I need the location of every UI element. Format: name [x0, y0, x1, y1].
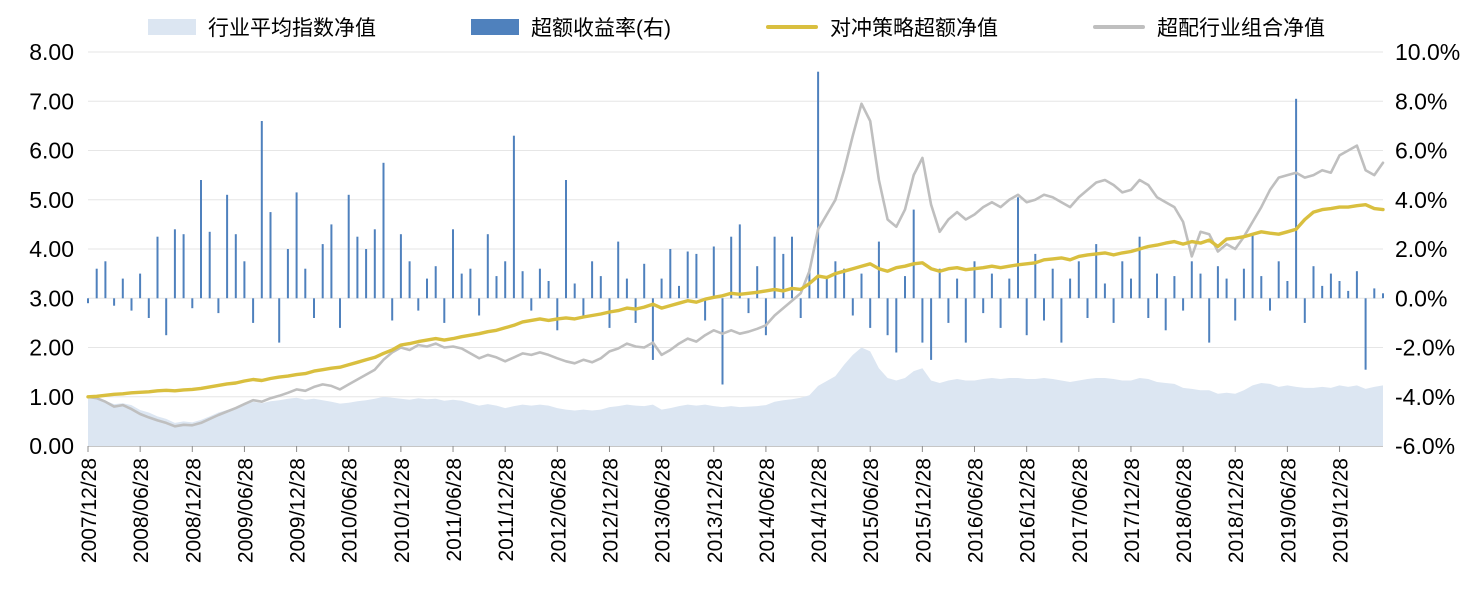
svg-text:2015/06/28: 2015/06/28 — [860, 458, 883, 563]
legend-item-industry-avg-index: 行业平均指数净值 — [148, 12, 376, 42]
svg-text:2013/06/28: 2013/06/28 — [652, 458, 675, 563]
chart-legend: 行业平均指数净值 超额收益率(右) 对冲策略超额净值 超配行业组合净值 — [0, 12, 1473, 42]
svg-text:6.00: 6.00 — [29, 138, 74, 164]
svg-text:-2.0%: -2.0% — [1395, 335, 1455, 361]
svg-text:2015/12/28: 2015/12/28 — [912, 458, 935, 563]
svg-text:0.0%: 0.0% — [1395, 285, 1447, 311]
gray-line-series-swatch — [1093, 25, 1145, 29]
svg-text:-4.0%: -4.0% — [1395, 384, 1455, 410]
legend-label-excess-return: 超额收益率(右) — [531, 17, 671, 40]
svg-text:2018/06/28: 2018/06/28 — [1173, 458, 1196, 563]
legend-item-excess-return: 超额收益率(右) — [471, 12, 671, 42]
svg-text:3.00: 3.00 — [29, 285, 74, 311]
svg-text:8.00: 8.00 — [29, 39, 74, 65]
legend-item-overweight-portfolio: 超配行业组合净值 — [1093, 12, 1325, 42]
svg-text:2008/06/28: 2008/06/28 — [130, 458, 153, 563]
bar-series-swatch — [471, 19, 519, 35]
svg-text:2.0%: 2.0% — [1395, 236, 1447, 262]
svg-text:6.0%: 6.0% — [1395, 138, 1447, 164]
svg-text:8.0%: 8.0% — [1395, 88, 1447, 114]
svg-text:10.0%: 10.0% — [1395, 39, 1460, 65]
legend-item-hedge-strategy: 对冲策略超额净值 — [766, 12, 998, 42]
svg-text:2016/12/28: 2016/12/28 — [1017, 458, 1040, 563]
svg-text:4.00: 4.00 — [29, 236, 74, 262]
svg-text:2009/06/28: 2009/06/28 — [234, 458, 257, 563]
area-series-swatch — [148, 19, 196, 35]
svg-text:2007/12/28: 2007/12/28 — [78, 458, 101, 563]
svg-text:2010/06/28: 2010/06/28 — [339, 458, 362, 563]
svg-text:0.00: 0.00 — [29, 433, 74, 459]
svg-text:2014/06/28: 2014/06/28 — [756, 458, 779, 563]
svg-text:2016/06/28: 2016/06/28 — [965, 458, 988, 563]
svg-text:1.00: 1.00 — [29, 384, 74, 410]
svg-text:2012/06/28: 2012/06/28 — [547, 458, 570, 563]
svg-text:2017/12/28: 2017/12/28 — [1121, 458, 1144, 563]
legend-label-industry-avg-index: 行业平均指数净值 — [208, 17, 376, 40]
svg-text:2.00: 2.00 — [29, 335, 74, 361]
svg-text:2019/12/28: 2019/12/28 — [1330, 458, 1353, 563]
svg-text:2014/12/28: 2014/12/28 — [808, 458, 831, 563]
svg-text:2008/12/28: 2008/12/28 — [182, 458, 205, 563]
svg-text:5.00: 5.00 — [29, 187, 74, 213]
svg-text:2017/06/28: 2017/06/28 — [1069, 458, 1092, 563]
yellow-line-series-swatch — [766, 25, 818, 29]
svg-text:2010/12/28: 2010/12/28 — [391, 458, 414, 563]
svg-text:-6.0%: -6.0% — [1395, 433, 1455, 459]
legend-label-hedge-strategy: 对冲策略超额净值 — [830, 17, 998, 40]
svg-text:2018/12/28: 2018/12/28 — [1225, 458, 1248, 563]
svg-text:2011/06/28: 2011/06/28 — [443, 458, 466, 562]
svg-text:2012/12/28: 2012/12/28 — [599, 458, 622, 563]
svg-text:2019/06/28: 2019/06/28 — [1277, 458, 1300, 563]
legend-label-overweight-portfolio: 超配行业组合净值 — [1157, 17, 1325, 40]
svg-text:7.00: 7.00 — [29, 88, 74, 114]
svg-text:2009/12/28: 2009/12/28 — [287, 458, 310, 563]
svg-text:4.0%: 4.0% — [1395, 187, 1447, 213]
svg-text:2013/12/28: 2013/12/28 — [704, 458, 727, 563]
svg-text:2011/12/28: 2011/12/28 — [495, 458, 518, 562]
